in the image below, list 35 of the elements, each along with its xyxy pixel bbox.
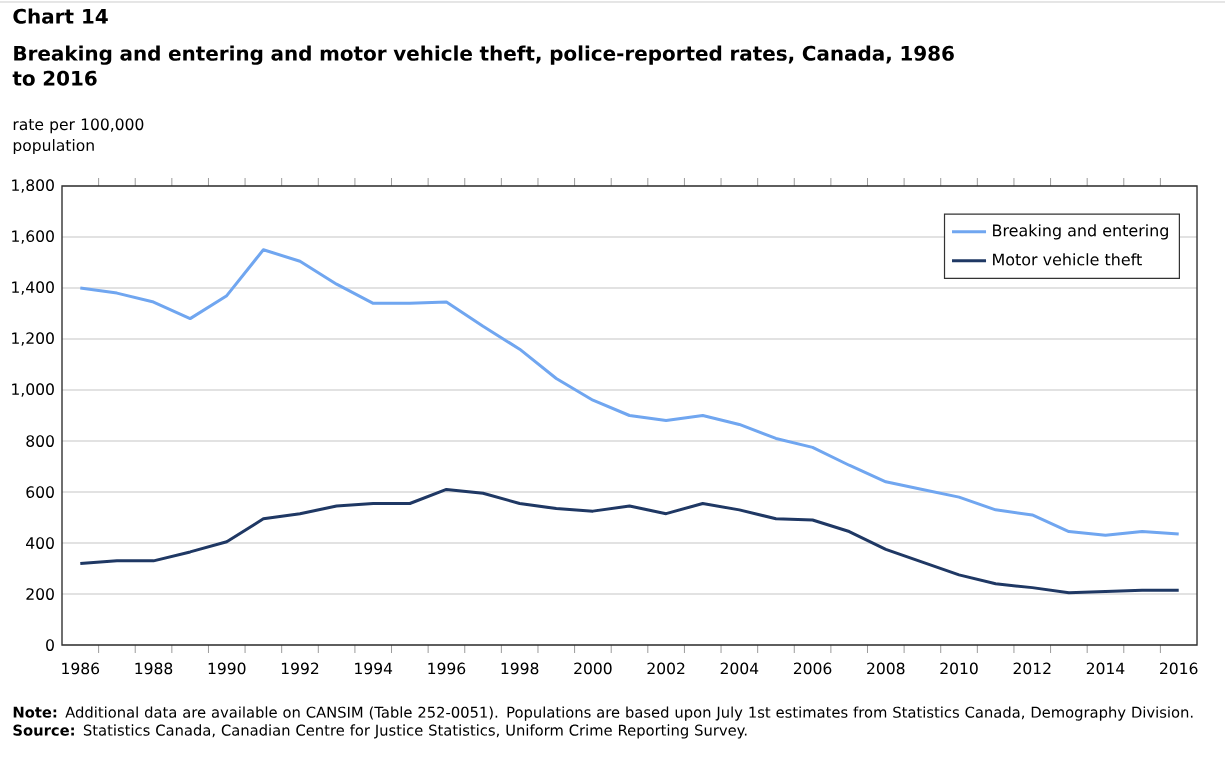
y-tick-label: 0 — [46, 639, 54, 651]
y-tick-label: 400 — [26, 537, 54, 549]
x-tick-label: 1992 — [281, 662, 319, 675]
y-tick-label: 1,000 — [12, 383, 54, 397]
y-tick-label: 1,800 — [12, 179, 54, 193]
x-tick-label: 1998 — [501, 662, 539, 675]
x-tick-label: 2016 — [1160, 662, 1198, 675]
x-tick-label: 1994 — [355, 662, 393, 675]
legend-label: Breaking and entering — [993, 224, 1168, 240]
x-tick-label: 2002 — [647, 662, 685, 675]
x-tick-label: 2000 — [574, 662, 612, 675]
chart-title: Chart 14 — [13, 8, 108, 24]
x-tick-label: 1988 — [135, 662, 173, 675]
y-tick-label: 1,600 — [12, 230, 54, 244]
line-series — [78, 248, 1181, 537]
y-tick-label: 1,400 — [12, 281, 54, 295]
x-tick-label: 2014 — [1086, 662, 1125, 675]
x-tick-label: 2010 — [940, 662, 978, 675]
x-tick-label: 1990 — [208, 662, 246, 675]
x-tick-label: 1986 — [62, 662, 100, 675]
chart-subtitle: Breaking and entering and motor vehicle theft, police-reported rates, Canada, 1986 to 2016 — [12, 45, 954, 86]
legend-label: Motor vehicle theft — [993, 253, 1142, 266]
text: Note: Additional data are available on CANSIM (Table 252-0051). Populations are based upon July 1st estimates from Statistics Canada, Demography Division. — [13, 706, 1193, 721]
y-tick-label: 600 — [26, 486, 54, 498]
x-tick-label: 2008 — [867, 662, 905, 675]
x-tick-label: 1996 — [428, 662, 466, 675]
y-tick-label: 1,200 — [12, 332, 54, 346]
x-tick-label: 2004 — [720, 662, 759, 675]
text: Source: Statistics Canada, Canadian Centre for Justice Statistics, Uniform Crime Reporting Survey. — [13, 724, 747, 739]
y-tick-label: 800 — [26, 435, 54, 447]
y-axis-title: rate per 100,000 population — [13, 118, 144, 155]
x-tick-label: 2006 — [793, 662, 832, 675]
x-tick-label: 2012 — [1013, 662, 1051, 675]
y-tick-label: 200 — [26, 588, 54, 600]
line-series — [78, 487, 1181, 595]
